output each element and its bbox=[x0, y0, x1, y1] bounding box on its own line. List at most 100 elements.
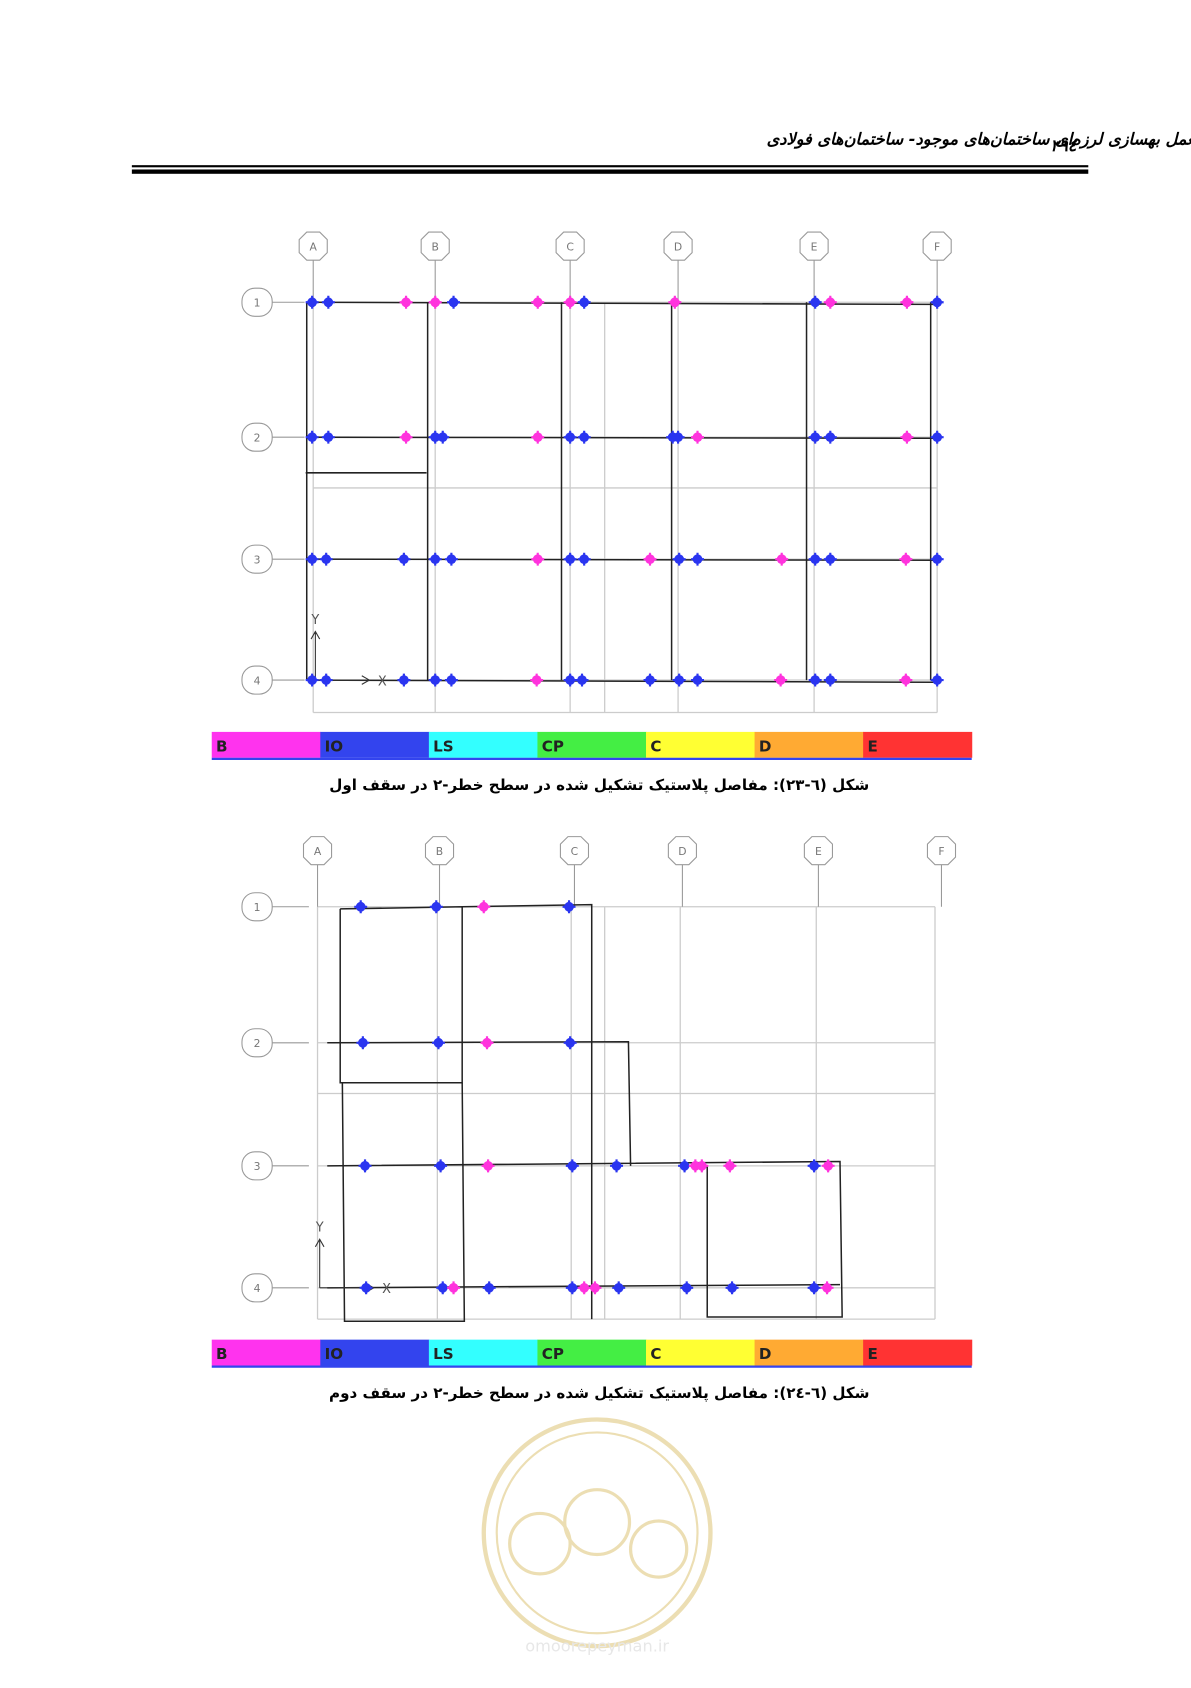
row-bubble bbox=[241, 1028, 273, 1058]
hinge-spikes bbox=[588, 1281, 602, 1295]
hinge-spikes bbox=[672, 552, 686, 566]
hinge-spikes bbox=[563, 1036, 577, 1050]
legend-swatch bbox=[646, 731, 756, 758]
hinge-spikes bbox=[563, 673, 577, 687]
legend-swatch bbox=[428, 731, 538, 758]
hinge-spikes bbox=[612, 1281, 626, 1295]
legend-swatch bbox=[754, 1339, 864, 1366]
frame-line bbox=[462, 903, 593, 1320]
hinge-spikes bbox=[823, 295, 837, 309]
hinge-spikes bbox=[808, 430, 822, 444]
hinge-spikes bbox=[930, 552, 944, 566]
figure-caption: شکل (٦-٢٤): مفاصل پلاستیک تشکیل شده در س… bbox=[329, 1384, 869, 1403]
hinge-spikes bbox=[563, 295, 577, 309]
legend-label: C bbox=[650, 1345, 661, 1363]
hinge-spikes bbox=[531, 552, 545, 566]
hinge-spikes bbox=[643, 673, 657, 687]
hinge-spikes bbox=[680, 1281, 694, 1295]
column-bubble bbox=[424, 836, 455, 866]
column-bubble bbox=[298, 231, 328, 261]
page-number: ۲۹٤ bbox=[1050, 136, 1077, 155]
hinge-spikes bbox=[691, 673, 704, 687]
row-bubble bbox=[241, 665, 273, 695]
header-title: راهنمای کاربردی دستورالعمل بهسازی لرزه‌ا… bbox=[767, 130, 1191, 150]
column-label: D bbox=[674, 240, 682, 253]
header-rule bbox=[131, 165, 1089, 168]
hinge-spikes bbox=[577, 430, 591, 444]
column-label: E bbox=[815, 845, 822, 858]
axis-arrow bbox=[314, 1238, 375, 1293]
hinge-spikes bbox=[321, 295, 335, 309]
hinge-spikes bbox=[428, 552, 442, 566]
legend-label: D bbox=[759, 737, 772, 755]
column-label: A bbox=[314, 845, 322, 858]
hinge-spikes bbox=[305, 673, 319, 687]
figure-caption: شکل (٦-٢٣): مفاصل پلاستیک تشکیل شده در س… bbox=[329, 776, 869, 795]
row-bubble bbox=[241, 422, 273, 452]
hinge-spikes bbox=[563, 430, 577, 444]
hinge-spikes bbox=[428, 673, 442, 687]
legend-swatch bbox=[863, 731, 973, 758]
legend-swatch bbox=[428, 1339, 538, 1366]
legend-label: D bbox=[759, 1345, 772, 1363]
hinge-spikes bbox=[480, 1036, 494, 1050]
legend-label: E bbox=[867, 737, 877, 755]
legend-label: LS bbox=[433, 1345, 454, 1363]
hinge-spikes bbox=[577, 552, 591, 566]
hinge-spikes bbox=[531, 295, 545, 309]
hinge-spikes bbox=[397, 673, 411, 687]
column-bubble bbox=[302, 836, 333, 866]
legend-swatch bbox=[211, 731, 321, 758]
legend-swatch bbox=[537, 731, 647, 758]
row-label: 4 bbox=[254, 674, 261, 687]
row-label: 2 bbox=[254, 1037, 261, 1050]
hinge-spikes bbox=[530, 673, 544, 687]
hinge-spikes bbox=[399, 295, 413, 309]
hinge-spikes bbox=[610, 1159, 624, 1173]
hinge-spikes bbox=[397, 552, 411, 566]
frame-line bbox=[327, 1160, 843, 1318]
header-rule bbox=[131, 169, 1089, 174]
hinge-spikes bbox=[930, 430, 944, 444]
legend-swatch bbox=[320, 1339, 430, 1366]
hinge-spikes bbox=[481, 1159, 495, 1173]
hinge-spikes bbox=[820, 1281, 834, 1295]
hinge-spikes bbox=[774, 673, 788, 687]
column-label: F bbox=[934, 240, 940, 253]
hinge-spikes bbox=[447, 295, 461, 309]
hinge-spikes bbox=[821, 1159, 835, 1173]
column-bubble bbox=[922, 231, 952, 261]
hinge-spikes bbox=[695, 1159, 709, 1173]
column-bubble bbox=[667, 836, 697, 866]
row-label: 1 bbox=[254, 297, 261, 310]
legend-label: B bbox=[216, 737, 228, 755]
hinge-spikes bbox=[808, 673, 822, 687]
hinge-spikes bbox=[691, 552, 704, 566]
column-label: E bbox=[811, 240, 818, 253]
axis-label: Y bbox=[315, 1221, 324, 1236]
legend-swatch bbox=[646, 1339, 756, 1366]
hinge-spikes bbox=[305, 430, 319, 444]
column-label: F bbox=[938, 845, 944, 858]
hinge-spikes bbox=[319, 552, 333, 566]
hinge-spikes bbox=[808, 295, 822, 309]
legend-label: IO bbox=[325, 737, 344, 755]
row-bubble bbox=[241, 1273, 273, 1303]
hinge-spikes bbox=[482, 1281, 496, 1295]
hinge-spikes bbox=[807, 1159, 821, 1173]
column-label: C bbox=[566, 240, 574, 253]
figure: A B C D E F 1 2 3 4 Y X B IO LS CP C D E شکل (٦-٢٤): مفاصل … bbox=[211, 836, 973, 1403]
hinge-spikes bbox=[643, 552, 657, 566]
legend-swatch bbox=[863, 1339, 973, 1366]
legend-label: C bbox=[650, 737, 661, 755]
hinge-spikes bbox=[358, 1159, 372, 1173]
hinge-spikes bbox=[823, 552, 837, 566]
legend-swatch bbox=[320, 731, 430, 758]
legend-label: CP bbox=[542, 1345, 564, 1363]
column-bubble bbox=[559, 836, 590, 866]
hinge-spikes bbox=[563, 552, 577, 566]
hinge-spikes bbox=[444, 673, 458, 687]
column-bubble bbox=[663, 231, 693, 261]
